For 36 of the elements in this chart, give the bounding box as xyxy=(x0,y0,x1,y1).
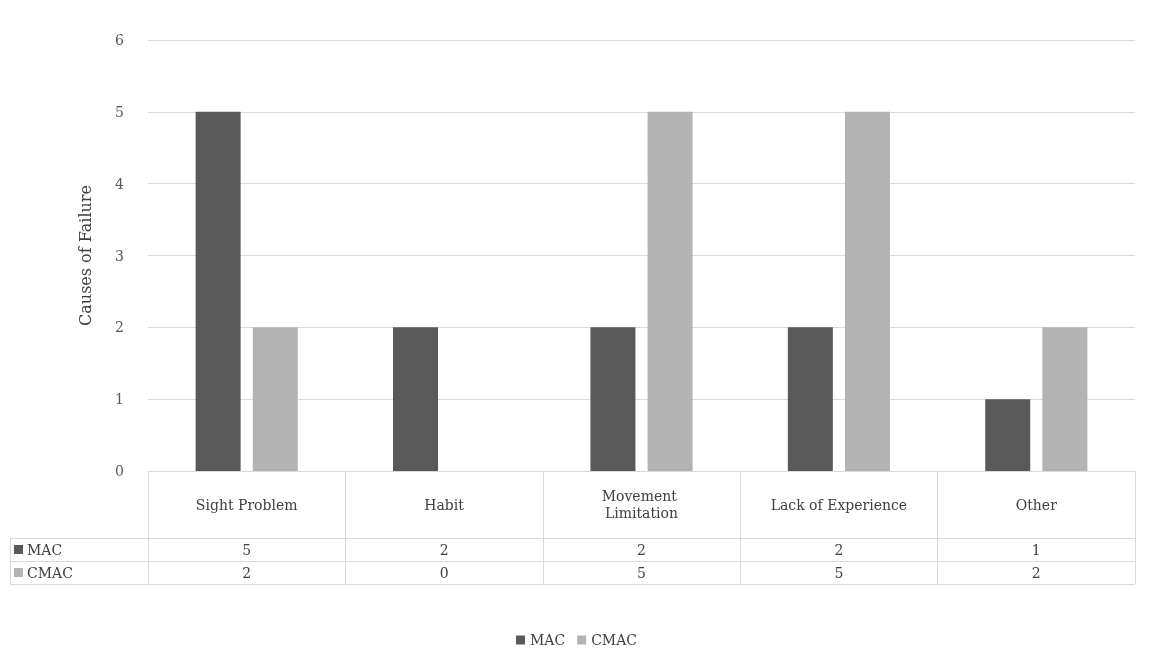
bar xyxy=(590,327,636,471)
data-label: 2 xyxy=(636,540,647,560)
y-tick-label: 2 xyxy=(115,319,124,336)
data-label: 2 xyxy=(438,540,450,560)
bar xyxy=(252,327,298,471)
bar xyxy=(844,111,890,471)
y-tick-label: 4 xyxy=(115,175,125,192)
data-label: 5 xyxy=(241,540,253,560)
text: CMAC xyxy=(27,564,73,581)
data-label: 5 xyxy=(833,563,845,583)
text: MAC xyxy=(529,632,566,648)
y-tick-label: 1 xyxy=(115,391,124,408)
x-tick-label: Sight Problem xyxy=(195,496,298,513)
bar xyxy=(985,399,1031,471)
y-tick-label: 0 xyxy=(115,463,124,479)
legend-label: CMAC xyxy=(591,632,638,648)
x-tick-label: Movement Limitation xyxy=(601,488,682,521)
bar xyxy=(647,111,693,471)
data-label: 2 xyxy=(833,540,845,560)
bar xyxy=(1042,327,1088,471)
x-tick-label: Habit xyxy=(424,496,465,513)
y-tick-label: 3 xyxy=(115,247,124,264)
data-label: 2 xyxy=(241,563,253,583)
x-tick-label: Other xyxy=(1015,496,1058,513)
bar xyxy=(195,111,241,471)
bar xyxy=(393,327,439,471)
y-axis-title: Causes of Failure xyxy=(75,185,95,326)
legend-label: MAC xyxy=(26,540,63,560)
data-label: 1 xyxy=(1030,540,1042,560)
data-label: 2 xyxy=(1030,563,1042,583)
data-label: 0 xyxy=(438,563,450,583)
x-tick-label: Lack of Experience xyxy=(770,496,908,513)
y-tick-label: 5 xyxy=(115,103,124,120)
y-tick-label: 6 xyxy=(115,32,125,48)
bar xyxy=(787,327,833,471)
data-label: 5 xyxy=(636,563,647,583)
